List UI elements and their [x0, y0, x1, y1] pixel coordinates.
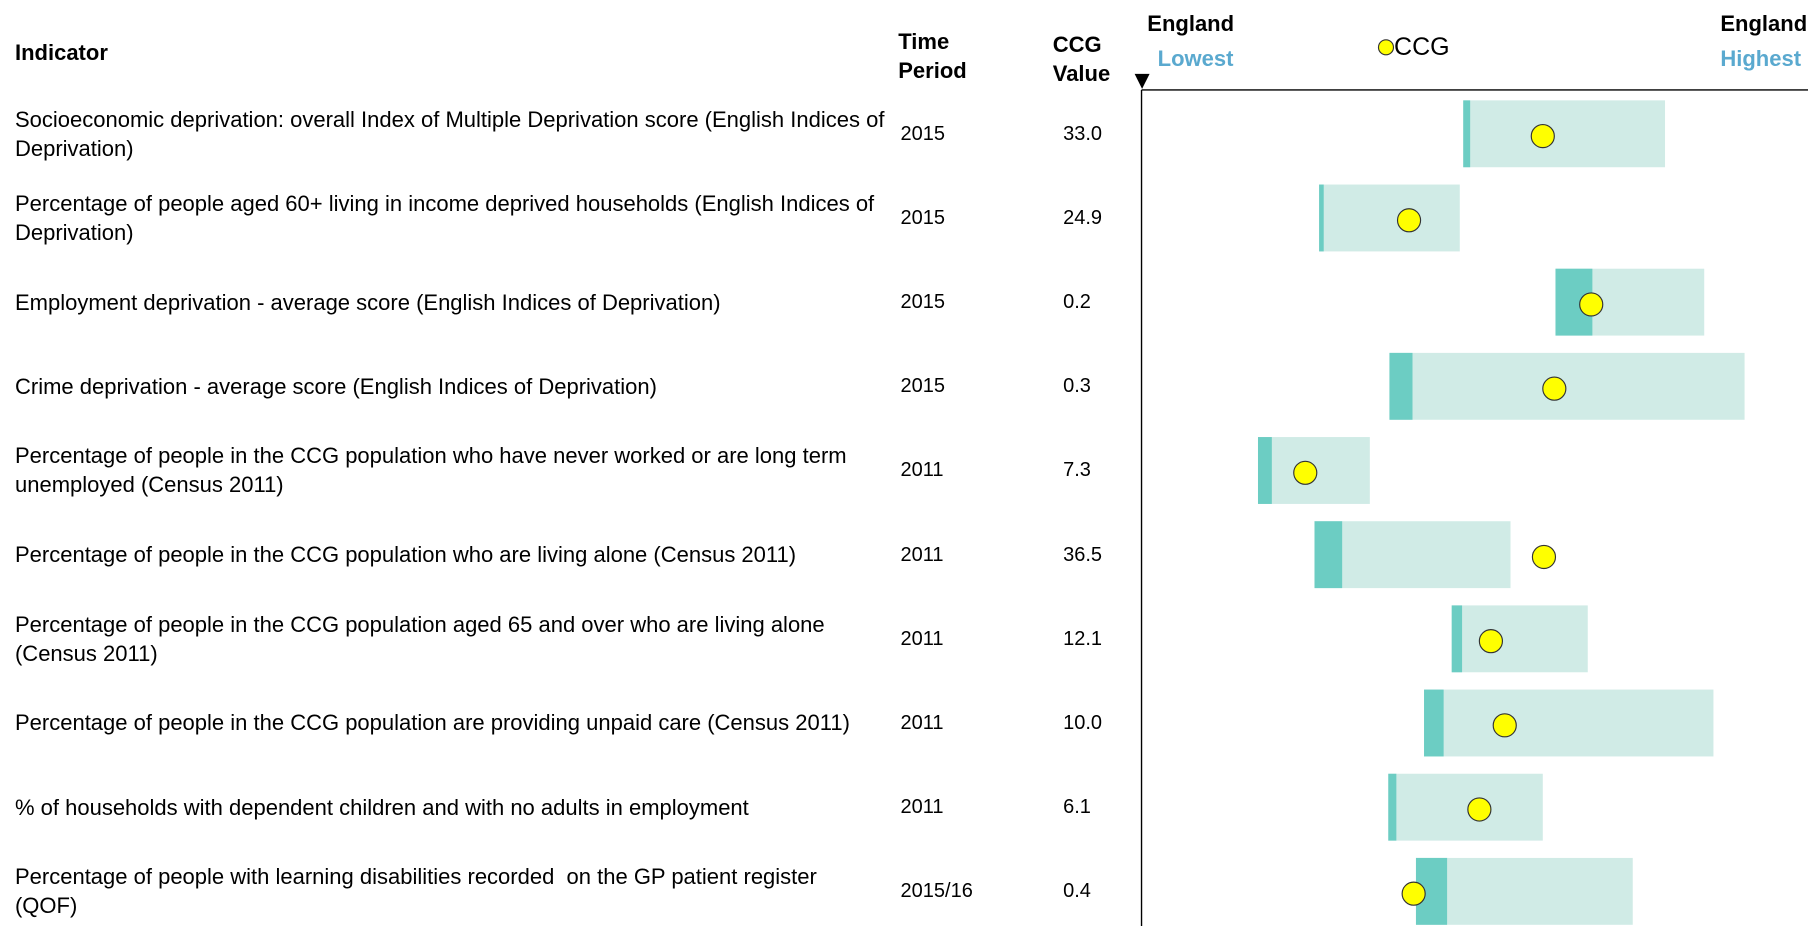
range-bar [1451, 605, 1588, 673]
ccg-marker [1542, 376, 1567, 401]
time-period: 2015 [900, 375, 946, 398]
time-period: 2015 [900, 206, 946, 229]
ccg-marker [1401, 881, 1426, 906]
quartile-bar [1463, 100, 1471, 168]
ccg-value: 0.4 [1063, 880, 1091, 903]
quartile-bar [1424, 689, 1444, 757]
ccg-marker [1396, 208, 1422, 233]
ccg-marker [1579, 292, 1604, 317]
indicator-text: Percentage of people with learning disab… [14, 864, 823, 919]
indicator-text: Percentage of people aged 60+ living in … [14, 190, 881, 245]
range-bar [1415, 857, 1633, 925]
ccg-value: 6.1 [1063, 796, 1091, 819]
lowest-line2: Lowest [1157, 45, 1234, 71]
indicator-text: % of households with dependent children … [14, 794, 749, 820]
ccg-value: 36.5 [1063, 543, 1103, 566]
lowest-line1: England [1147, 11, 1235, 37]
ccg-marker [1467, 797, 1492, 822]
quartile-bar [1257, 437, 1272, 504]
quartile-bar [1314, 521, 1343, 589]
range-bar [1388, 773, 1543, 841]
ccg-value: 12.1 [1063, 627, 1103, 650]
ccg-marker [1478, 629, 1504, 654]
ccg-marker [1293, 460, 1318, 485]
ccg-value: 24.9 [1063, 206, 1103, 229]
ccg-value: 7.3 [1063, 459, 1091, 482]
header-indicator: Indicator [14, 40, 108, 66]
highest-line2: Highest [1720, 45, 1802, 71]
range-bar [1463, 100, 1666, 168]
quartile-bar [1388, 773, 1397, 841]
ccg-marker [1531, 544, 1557, 570]
time-period: 2011 [900, 796, 944, 819]
time-period: 2011 [900, 627, 944, 650]
time-period: 2011 [900, 543, 944, 566]
ccg-marker [1530, 124, 1555, 149]
time-period: 2015/16 [900, 880, 973, 903]
time-period: 2011 [900, 459, 944, 482]
indicator-text: Percentage of people in the CCG populati… [14, 443, 853, 498]
highest-line1: England [1720, 11, 1808, 37]
ccg-value: 0.3 [1063, 375, 1091, 398]
quartile-bar [1389, 352, 1413, 420]
indicator-text: Percentage of people in the CCG populati… [14, 542, 797, 568]
time-period: 2011 [900, 711, 944, 734]
legend-marker [1377, 39, 1395, 56]
header-ccg-value: CCG Value [1052, 31, 1111, 86]
indicator-text: Employment deprivation - average score (… [14, 289, 721, 315]
quartile-bar [1319, 184, 1324, 252]
ccg-value: 0.2 [1063, 291, 1091, 314]
range-bar [1389, 352, 1745, 420]
sort-marker [1134, 73, 1150, 89]
header-time-period: Time Period [898, 28, 967, 83]
indicator-text: Socioeconomic deprivation: overall Index… [14, 106, 891, 161]
range-bar [1314, 521, 1511, 589]
range-bar [1424, 689, 1714, 757]
ccg-value: 33.0 [1063, 122, 1103, 145]
indicator-text: Percentage of people in the CCG populati… [14, 710, 850, 736]
quartile-bar [1451, 605, 1463, 673]
time-period: 2015 [900, 291, 946, 314]
time-period: 2015 [900, 122, 946, 145]
indicator-text: Percentage of people in the CCG populati… [14, 611, 831, 666]
legend-label: CCG [1394, 33, 1450, 62]
range-bar [1319, 184, 1460, 252]
ccg-marker [1492, 713, 1517, 738]
indicator-text: Crime deprivation - average score (Engli… [14, 373, 657, 399]
ccg-value: 10.0 [1063, 711, 1103, 734]
